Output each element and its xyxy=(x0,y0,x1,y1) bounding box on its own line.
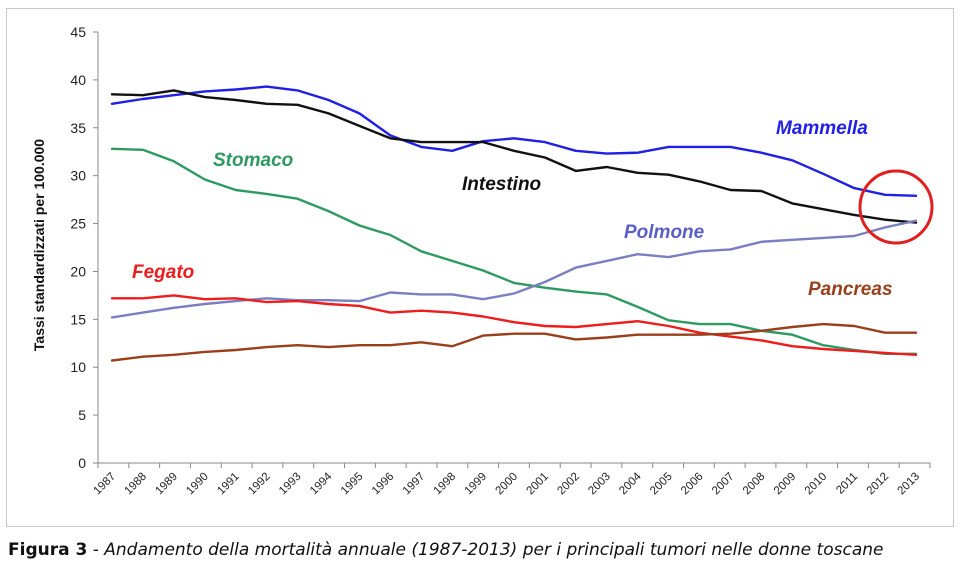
chart-axes xyxy=(97,32,930,464)
y-tick-label: 15 xyxy=(70,311,86,327)
figure-caption: Figura 3 - Andamento della mortalità ann… xyxy=(8,540,883,560)
series-lines xyxy=(110,85,918,362)
x-tick-label: 1988 xyxy=(122,471,149,498)
series-label-stomaco: Stomaco xyxy=(213,150,293,171)
caption-figure-number: Figura 3 xyxy=(8,540,88,560)
x-tick-label: 2013 xyxy=(896,471,923,498)
x-tick-label: 2010 xyxy=(803,471,830,498)
caption-text: - Andamento della mortalità annuale (198… xyxy=(87,540,884,560)
x-tick-label: 2006 xyxy=(679,471,706,498)
x-tick-label: 1989 xyxy=(153,471,180,498)
x-axis-ticks: 1987 1988 1989 1990 1991 1992 1993 1994 1995 1996… xyxy=(92,463,931,498)
y-tick-label: 45 xyxy=(70,24,86,40)
series-label-fegato: Fegato xyxy=(132,262,194,283)
x-tick-label: 2005 xyxy=(648,471,675,498)
x-tick-label: 1997 xyxy=(401,471,428,498)
y-tick-label: 5 xyxy=(78,407,86,423)
series-label-mammella: Mammella xyxy=(776,118,868,139)
x-tick-label: 2012 xyxy=(865,471,892,498)
x-tick-label: 2009 xyxy=(772,471,799,498)
series-line-fegato xyxy=(110,294,918,356)
x-tick-label: 2000 xyxy=(494,471,521,498)
x-tick-label: 1990 xyxy=(184,471,211,498)
series-label-polmone: Polmone xyxy=(624,222,705,243)
y-tick-label: 0 xyxy=(78,455,86,471)
y-axis-label: Tassi standardizzati per 100.000 xyxy=(31,139,47,351)
y-tick-label: 25 xyxy=(70,216,86,232)
highlight-circle xyxy=(858,169,934,245)
y-tick-label: 35 xyxy=(70,120,86,136)
x-tick-label: 1987 xyxy=(92,471,119,498)
y-axis-ticks: 0 5 10 15 20 25 30 35 40 45 xyxy=(70,24,98,471)
x-tick-label: 1994 xyxy=(308,470,335,497)
x-tick-label: 1995 xyxy=(339,471,366,498)
series-line-mammella xyxy=(110,85,918,198)
series-line-polmone xyxy=(110,219,918,319)
chart-frame xyxy=(6,8,954,527)
x-tick-label: 2004 xyxy=(617,470,644,497)
x-tick-label: 2001 xyxy=(524,471,551,498)
x-tick-label: 1998 xyxy=(432,471,459,498)
y-tick-label: 20 xyxy=(70,263,86,279)
x-tick-label: 2011 xyxy=(834,471,860,497)
series-line-intestino xyxy=(110,89,918,224)
y-tick-label: 40 xyxy=(70,72,86,88)
x-tick-label: 2008 xyxy=(741,471,768,498)
x-tick-label: 2003 xyxy=(586,471,613,498)
y-tick-label: 10 xyxy=(70,359,86,375)
series-label-pancreas: Pancreas xyxy=(808,279,893,300)
series-line-pancreas xyxy=(110,322,918,362)
y-tick-label: 30 xyxy=(70,168,86,184)
x-tick-label: 1996 xyxy=(370,471,397,498)
x-tick-label: 1999 xyxy=(463,471,490,498)
series-line-stomaco xyxy=(110,147,918,355)
x-tick-label: 2002 xyxy=(555,471,582,498)
x-tick-label: 2007 xyxy=(710,471,737,498)
x-tick-label: 1992 xyxy=(246,471,273,498)
x-tick-label: 1993 xyxy=(277,471,304,498)
series-label-intestino: Intestino xyxy=(462,174,541,195)
x-tick-label: 1991 xyxy=(215,471,242,498)
